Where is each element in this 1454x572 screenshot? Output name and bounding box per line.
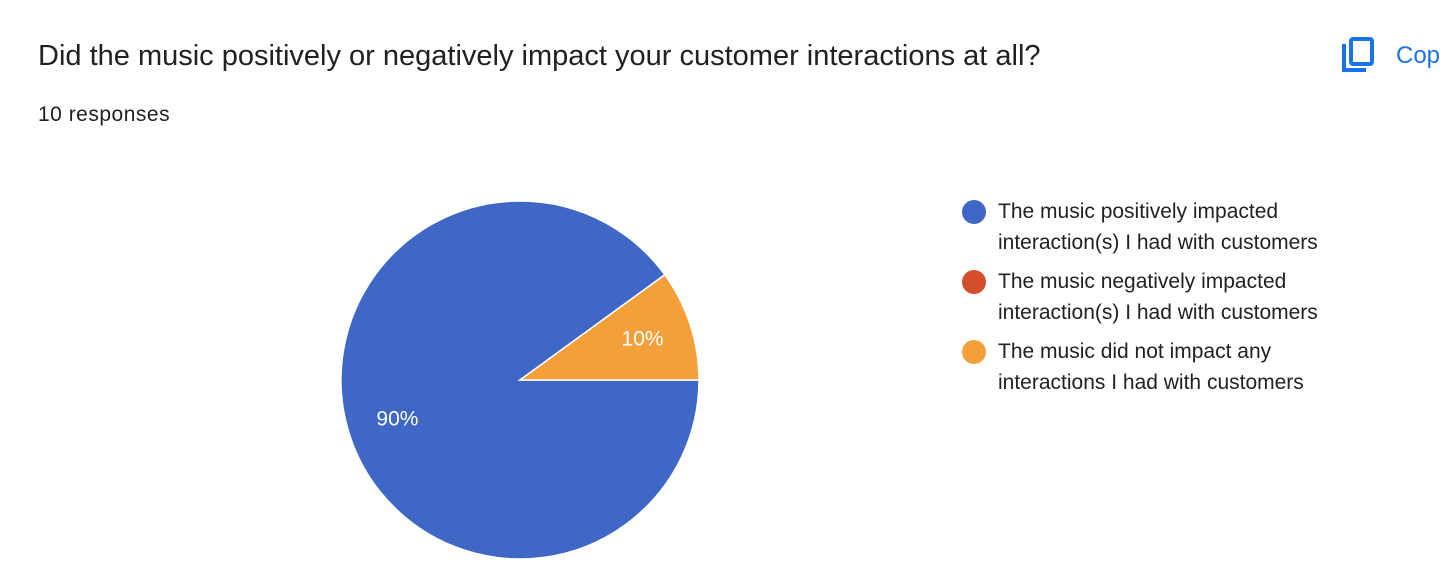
legend: The music positively impacted interactio… <box>962 196 1378 406</box>
slice-label: 90% <box>376 407 418 430</box>
legend-swatch <box>962 340 986 364</box>
pie-slice <box>340 200 700 560</box>
copy-label: Cop <box>1396 42 1441 69</box>
legend-item: The music did not impact any interaction… <box>962 336 1378 398</box>
legend-label: The music negatively impacted interactio… <box>998 270 1318 324</box>
legend-swatch <box>962 270 986 294</box>
legend-item: The music positively impacted interactio… <box>962 196 1378 258</box>
legend-label: The music did not impact any interaction… <box>998 340 1304 394</box>
pie-chart: 90% 10% <box>340 200 700 560</box>
slice-label: 10% <box>622 328 664 351</box>
legend-swatch <box>962 200 986 224</box>
pie-slice <box>517 273 700 381</box>
chart-subtitle: 10 responses <box>38 103 171 126</box>
legend-item: The music negatively impacted interactio… <box>962 266 1378 328</box>
legend-label: The music positively impacted interactio… <box>998 200 1318 254</box>
copy-icon <box>1342 37 1374 72</box>
chart-title: Did the music positively or negatively i… <box>38 40 1041 72</box>
copy-button[interactable]: Cop <box>1340 36 1454 76</box>
